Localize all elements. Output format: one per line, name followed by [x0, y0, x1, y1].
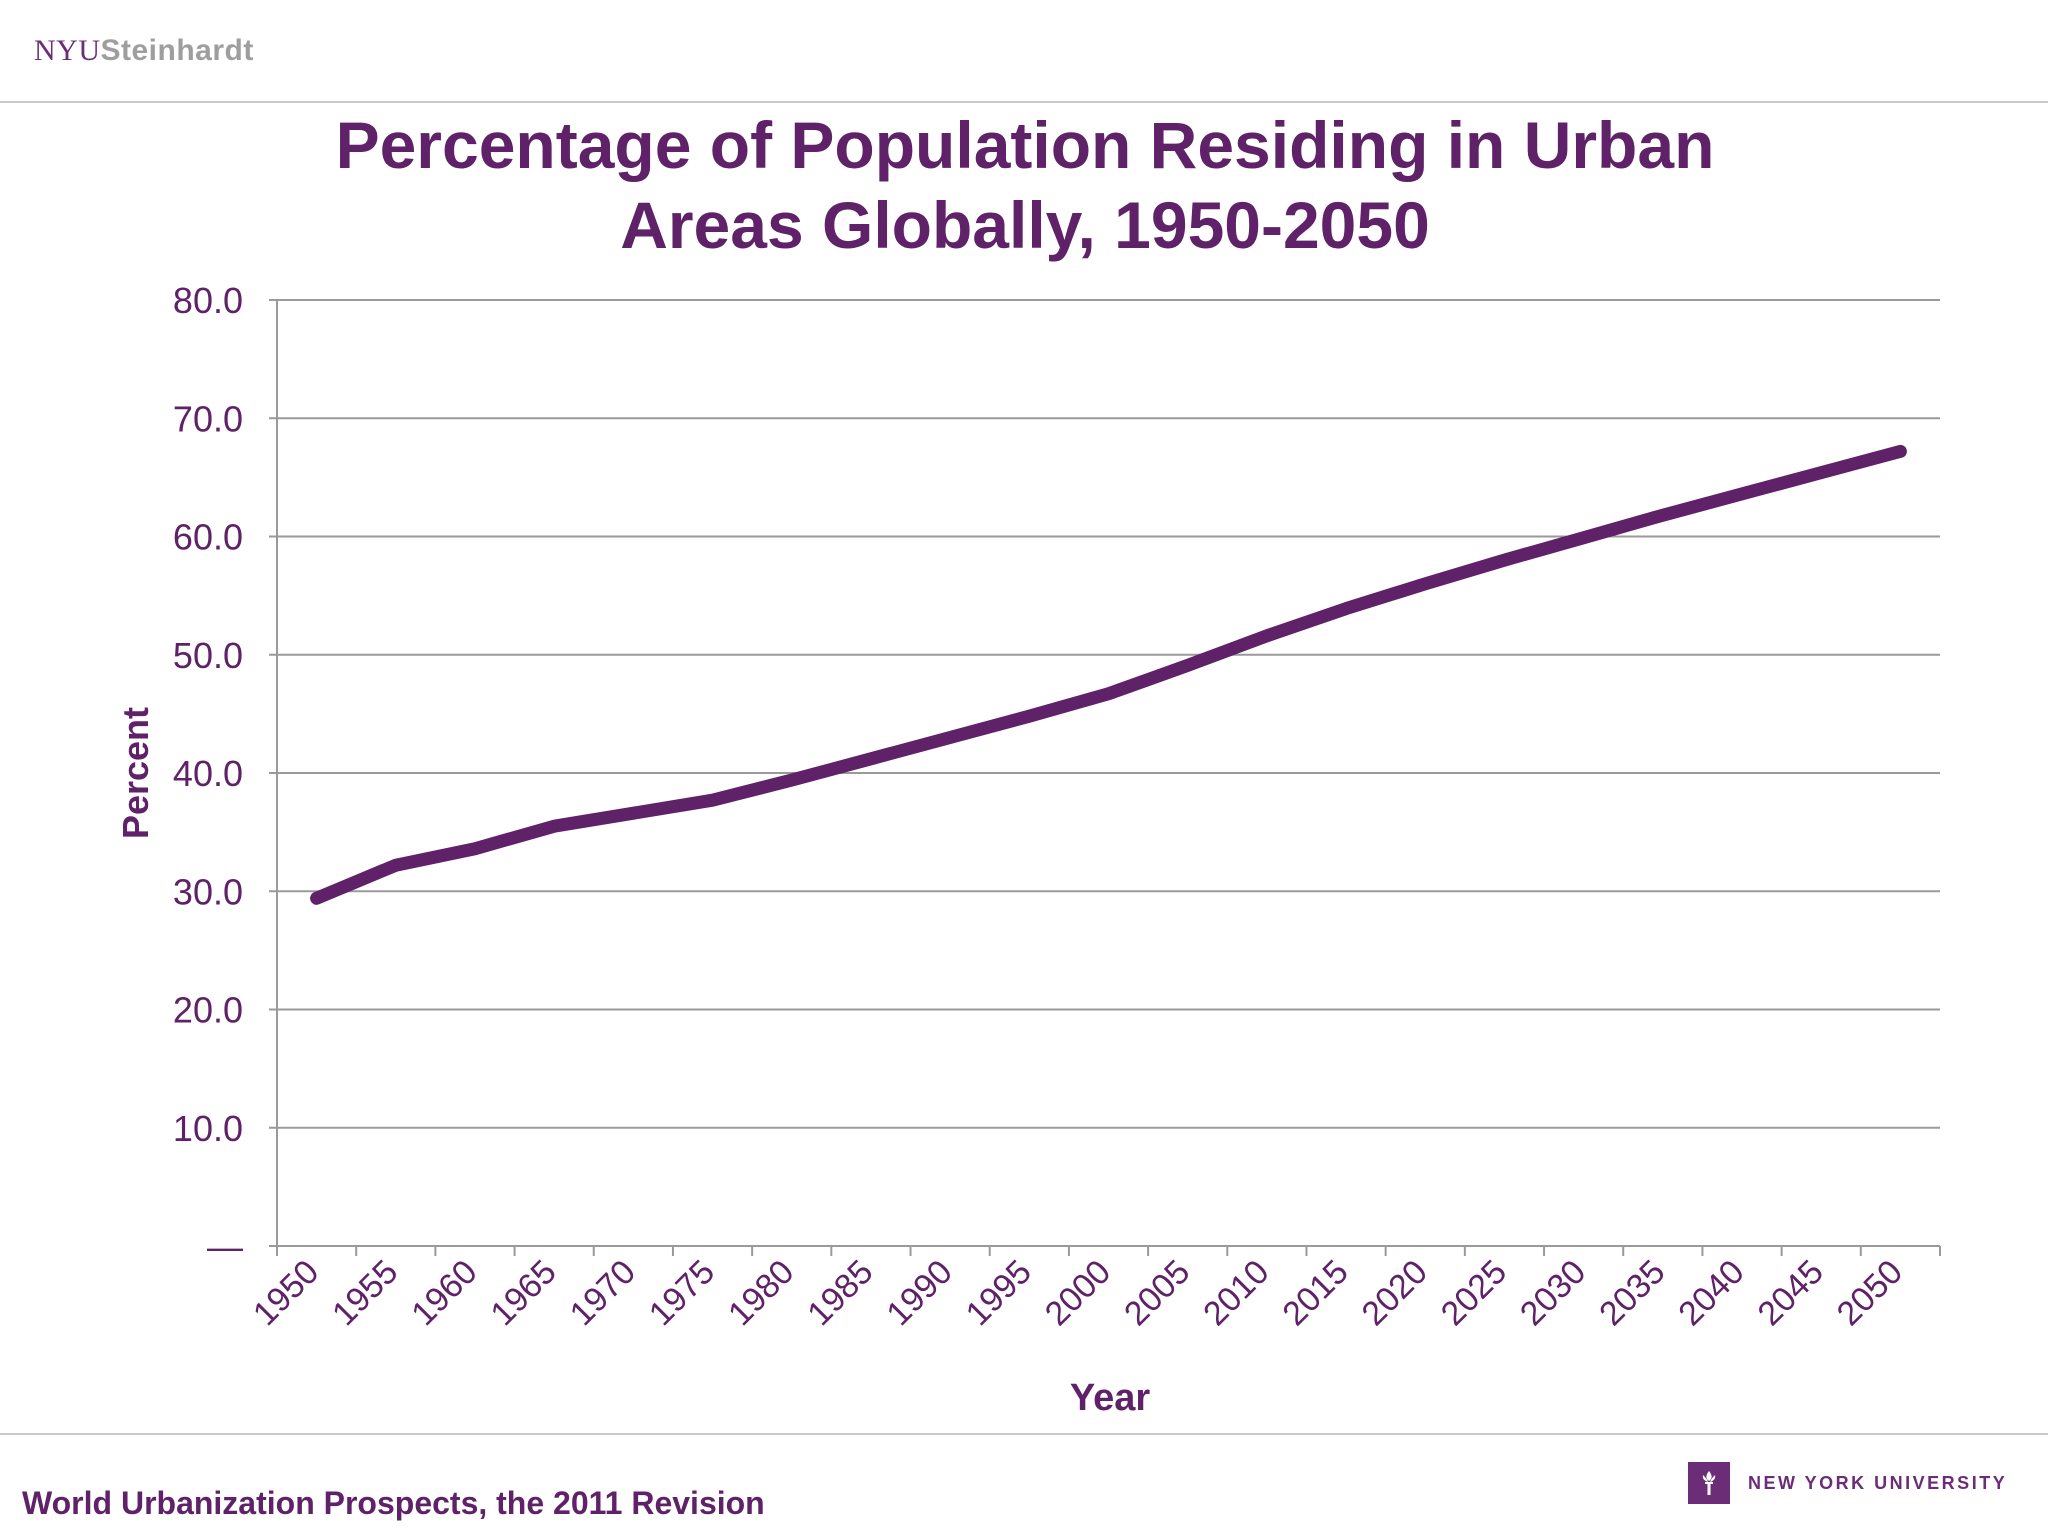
x-tick-label: 1985 — [800, 1253, 880, 1333]
header-divider — [0, 101, 2048, 103]
source-citation: World Urbanization Prospects, the 2011 R… — [22, 1485, 765, 1521]
data-point — [1818, 469, 1825, 476]
data-point — [788, 777, 795, 784]
data-point — [471, 845, 478, 852]
x-tick-label: 2015 — [1275, 1253, 1355, 1333]
y-tick-label: 70.0 — [173, 398, 243, 439]
x-tick-label: 2050 — [1830, 1253, 1910, 1333]
footer-divider — [0, 1433, 2048, 1435]
data-point — [1105, 690, 1112, 697]
y-tick-label: 80.0 — [173, 280, 243, 321]
x-tick-label: 1990 — [879, 1253, 959, 1333]
data-point — [947, 734, 954, 741]
chart-title-line-1: Percentage of Population Residing in Urb… — [335, 108, 1715, 182]
data-point — [1897, 448, 1904, 455]
data-point — [313, 895, 320, 902]
series-line — [310, 444, 1907, 905]
data-point — [551, 823, 558, 830]
x-tick-label: 1980 — [721, 1253, 801, 1333]
logo-steinhardt-text: Steinhardt — [100, 34, 254, 67]
data-point — [1580, 534, 1587, 541]
data-point — [1659, 512, 1666, 519]
data-point — [867, 755, 874, 762]
data-point — [1501, 557, 1508, 564]
data-point — [1184, 662, 1191, 669]
x-tick-label: 1965 — [483, 1253, 563, 1333]
x-tick-label: 1955 — [325, 1253, 405, 1333]
y-axis-title: Percent — [115, 707, 156, 839]
data-point — [1026, 713, 1033, 720]
y-tick-label: 20.0 — [173, 990, 243, 1031]
y-tick-label: 10.0 — [173, 1108, 243, 1149]
x-tick-label: 2030 — [1513, 1253, 1593, 1333]
x-tick-label: 2025 — [1434, 1253, 1514, 1333]
data-point — [392, 862, 399, 869]
data-point — [1422, 580, 1429, 587]
y-tick-label: 60.0 — [173, 517, 243, 558]
x-tick-label: 2010 — [1196, 1253, 1276, 1333]
x-tick-label: 1975 — [642, 1253, 722, 1333]
data-point — [630, 810, 637, 817]
x-tick-label: 2040 — [1671, 1253, 1751, 1333]
chart-title-line-2: Areas Globally, 1950-2050 — [620, 188, 1430, 262]
x-tick-label: 2000 — [1038, 1253, 1118, 1333]
data-point — [709, 797, 716, 804]
data-point — [1343, 605, 1350, 612]
x-tick-label: 1950 — [246, 1253, 326, 1333]
data-point — [1263, 632, 1270, 639]
y-tick-label: — — [207, 1226, 243, 1267]
x-tick-label: 1970 — [563, 1253, 643, 1333]
chart-title: Percentage of Population Residing in Urb… — [200, 105, 1850, 265]
x-tick-label: 1995 — [959, 1253, 1039, 1333]
y-tick-label: 40.0 — [173, 753, 243, 794]
y-tick-label: 50.0 — [173, 635, 243, 676]
x-tick-label: 1960 — [404, 1253, 484, 1333]
nyu-footer-wordmark: NEW YORK UNIVERSITY — [1748, 1472, 2008, 1493]
y-tick-label: 30.0 — [173, 871, 243, 912]
logo-nyu-text: NYU — [34, 34, 101, 67]
x-tick-label: 2020 — [1355, 1253, 1435, 1333]
nyu-steinhardt-logo: NYUSteinhardt — [34, 34, 254, 68]
nyu-footer-logo: NEW YORK UNIVERSITY — [1688, 1462, 2007, 1504]
x-tick-label: 2045 — [1751, 1253, 1831, 1333]
x-axis-title: Year — [1070, 1377, 1151, 1419]
x-tick-label: 2005 — [1117, 1253, 1197, 1333]
nyu-torch-icon — [1688, 1462, 1730, 1504]
x-tick-label: 2035 — [1592, 1253, 1672, 1333]
data-point — [1739, 490, 1746, 497]
